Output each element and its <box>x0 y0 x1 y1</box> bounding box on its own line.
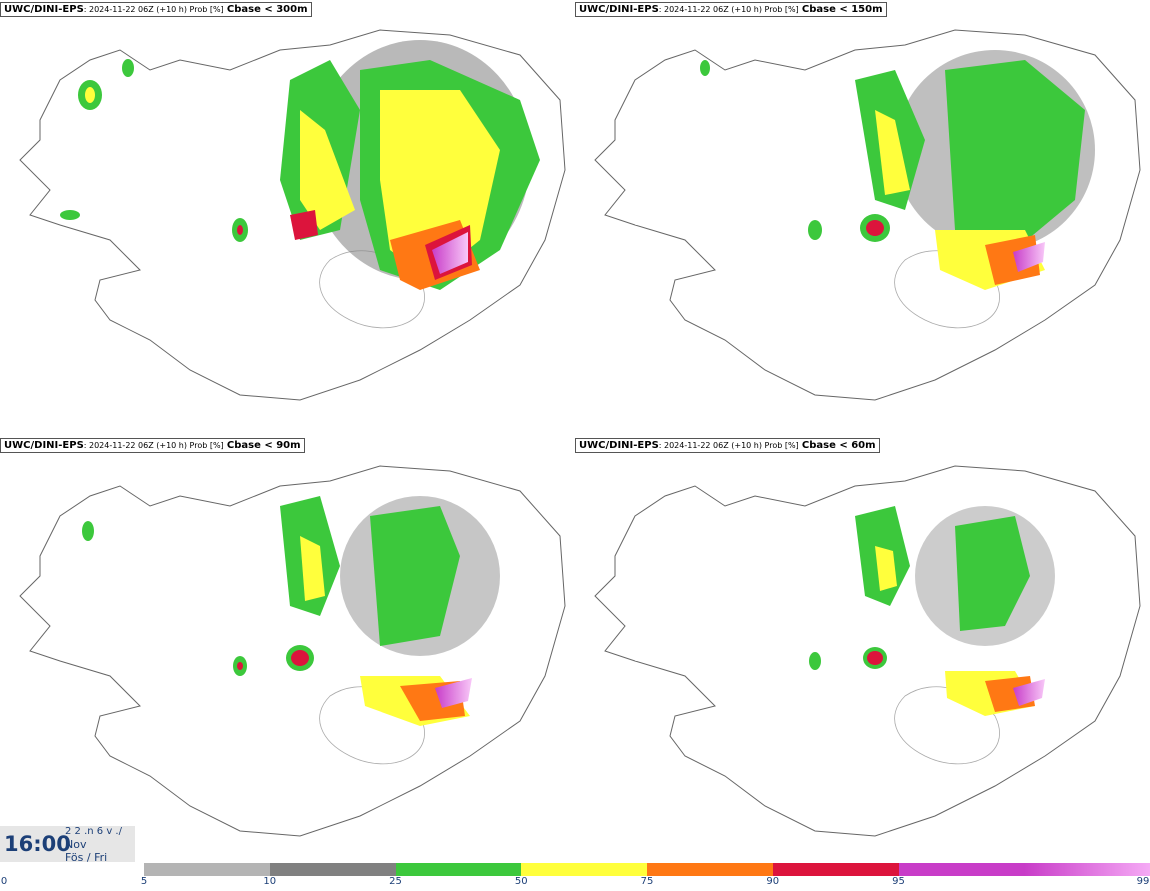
colorbar-tick-label: 90 <box>766 876 780 887</box>
prob-shading <box>809 506 1055 716</box>
map-panel-cbase-90: UWC/DINI-EPS: 2024-11-22 06Z (+10 h) Pro… <box>0 436 575 872</box>
colorbar-segment <box>521 863 647 876</box>
coastline <box>594 29 1141 401</box>
model-name: UWC/DINI-EPS <box>579 440 659 451</box>
valid-date-line1: 2 2 .n 6 v ./ <box>65 826 122 837</box>
valid-time: 16:00 <box>4 832 71 856</box>
iceland-map <box>594 465 1141 837</box>
colorbar-ticks: 0 5 10 25 50 75 90 95 99 <box>0 876 1150 891</box>
model-name: UWC/DINI-EPS <box>4 4 84 15</box>
parameter-label: Cbase < 90m <box>226 440 301 451</box>
valid-date-month: Nov <box>65 838 87 851</box>
colorbar-tick-label: 99 <box>1136 876 1150 887</box>
colorbar-tick-label: 95 <box>892 876 905 887</box>
prob-shading <box>700 50 1095 290</box>
colorbar-tick-label: 50 <box>514 876 528 887</box>
run-meta: : 2024-11-22 06Z (+10 h) Prob [%] <box>83 5 224 14</box>
coastline <box>19 29 566 401</box>
map-panel-cbase-150: UWC/DINI-EPS: 2024-11-22 06Z (+10 h) Pro… <box>575 0 1150 436</box>
model-name: UWC/DINI-EPS <box>579 4 659 15</box>
panel-title: UWC/DINI-EPS: 2024-11-22 06Z (+10 h) Pro… <box>575 438 880 453</box>
colorbar-tick-label: 25 <box>389 876 402 887</box>
valid-time-box: 16:00 2 2 .n 6 v ./ Nov Fös / Fri <box>0 826 135 862</box>
colorbar-segment <box>1024 863 1150 876</box>
iceland-map <box>19 465 566 837</box>
coastline <box>594 465 1141 837</box>
prob-shading <box>60 40 540 290</box>
colorbar-segment <box>269 863 396 876</box>
coastline <box>19 465 566 837</box>
iceland-map <box>594 29 1141 401</box>
run-meta: : 2024-11-22 06Z (+10 h) Prob [%] <box>83 441 224 450</box>
colorbar-segment <box>647 863 773 876</box>
run-meta: : 2024-11-22 06Z (+10 h) Prob [%] <box>658 441 799 450</box>
colorbar-segment <box>144 863 270 876</box>
model-name: UWC/DINI-EPS <box>4 440 84 451</box>
panel-title: UWC/DINI-EPS: 2024-11-22 06Z (+10 h) Pro… <box>575 2 887 17</box>
colorbar-tick-label: 5 <box>140 876 148 887</box>
valid-date-weekday: Fös / Fri <box>65 851 108 862</box>
parameter-label: Cbase < 150m <box>801 4 883 15</box>
parameter-label: Cbase < 300m <box>226 4 308 15</box>
map-panel-cbase-60: UWC/DINI-EPS: 2024-11-22 06Z (+10 h) Pro… <box>575 436 1150 872</box>
parameter-label: Cbase < 60m <box>801 440 876 451</box>
colorbar-segment <box>898 863 1025 876</box>
colorbar-segment <box>395 863 522 876</box>
colorbar-tick-label: 0 <box>0 876 8 887</box>
colorbar-segment <box>772 863 899 876</box>
run-meta: : 2024-11-22 06Z (+10 h) Prob [%] <box>658 5 799 14</box>
iceland-map <box>19 29 566 401</box>
panel-title: UWC/DINI-EPS: 2024-11-22 06Z (+10 h) Pro… <box>0 2 312 17</box>
prob-shading <box>82 496 500 726</box>
colorbar-tick-label: 75 <box>640 876 654 887</box>
panel-title: UWC/DINI-EPS: 2024-11-22 06Z (+10 h) Pro… <box>0 438 305 453</box>
colorbar-tick-label: 10 <box>263 876 277 887</box>
probability-colorbar <box>144 863 1150 876</box>
map-panel-cbase-300: UWC/DINI-EPS: 2024-11-22 06Z (+10 h) Pro… <box>0 0 575 436</box>
